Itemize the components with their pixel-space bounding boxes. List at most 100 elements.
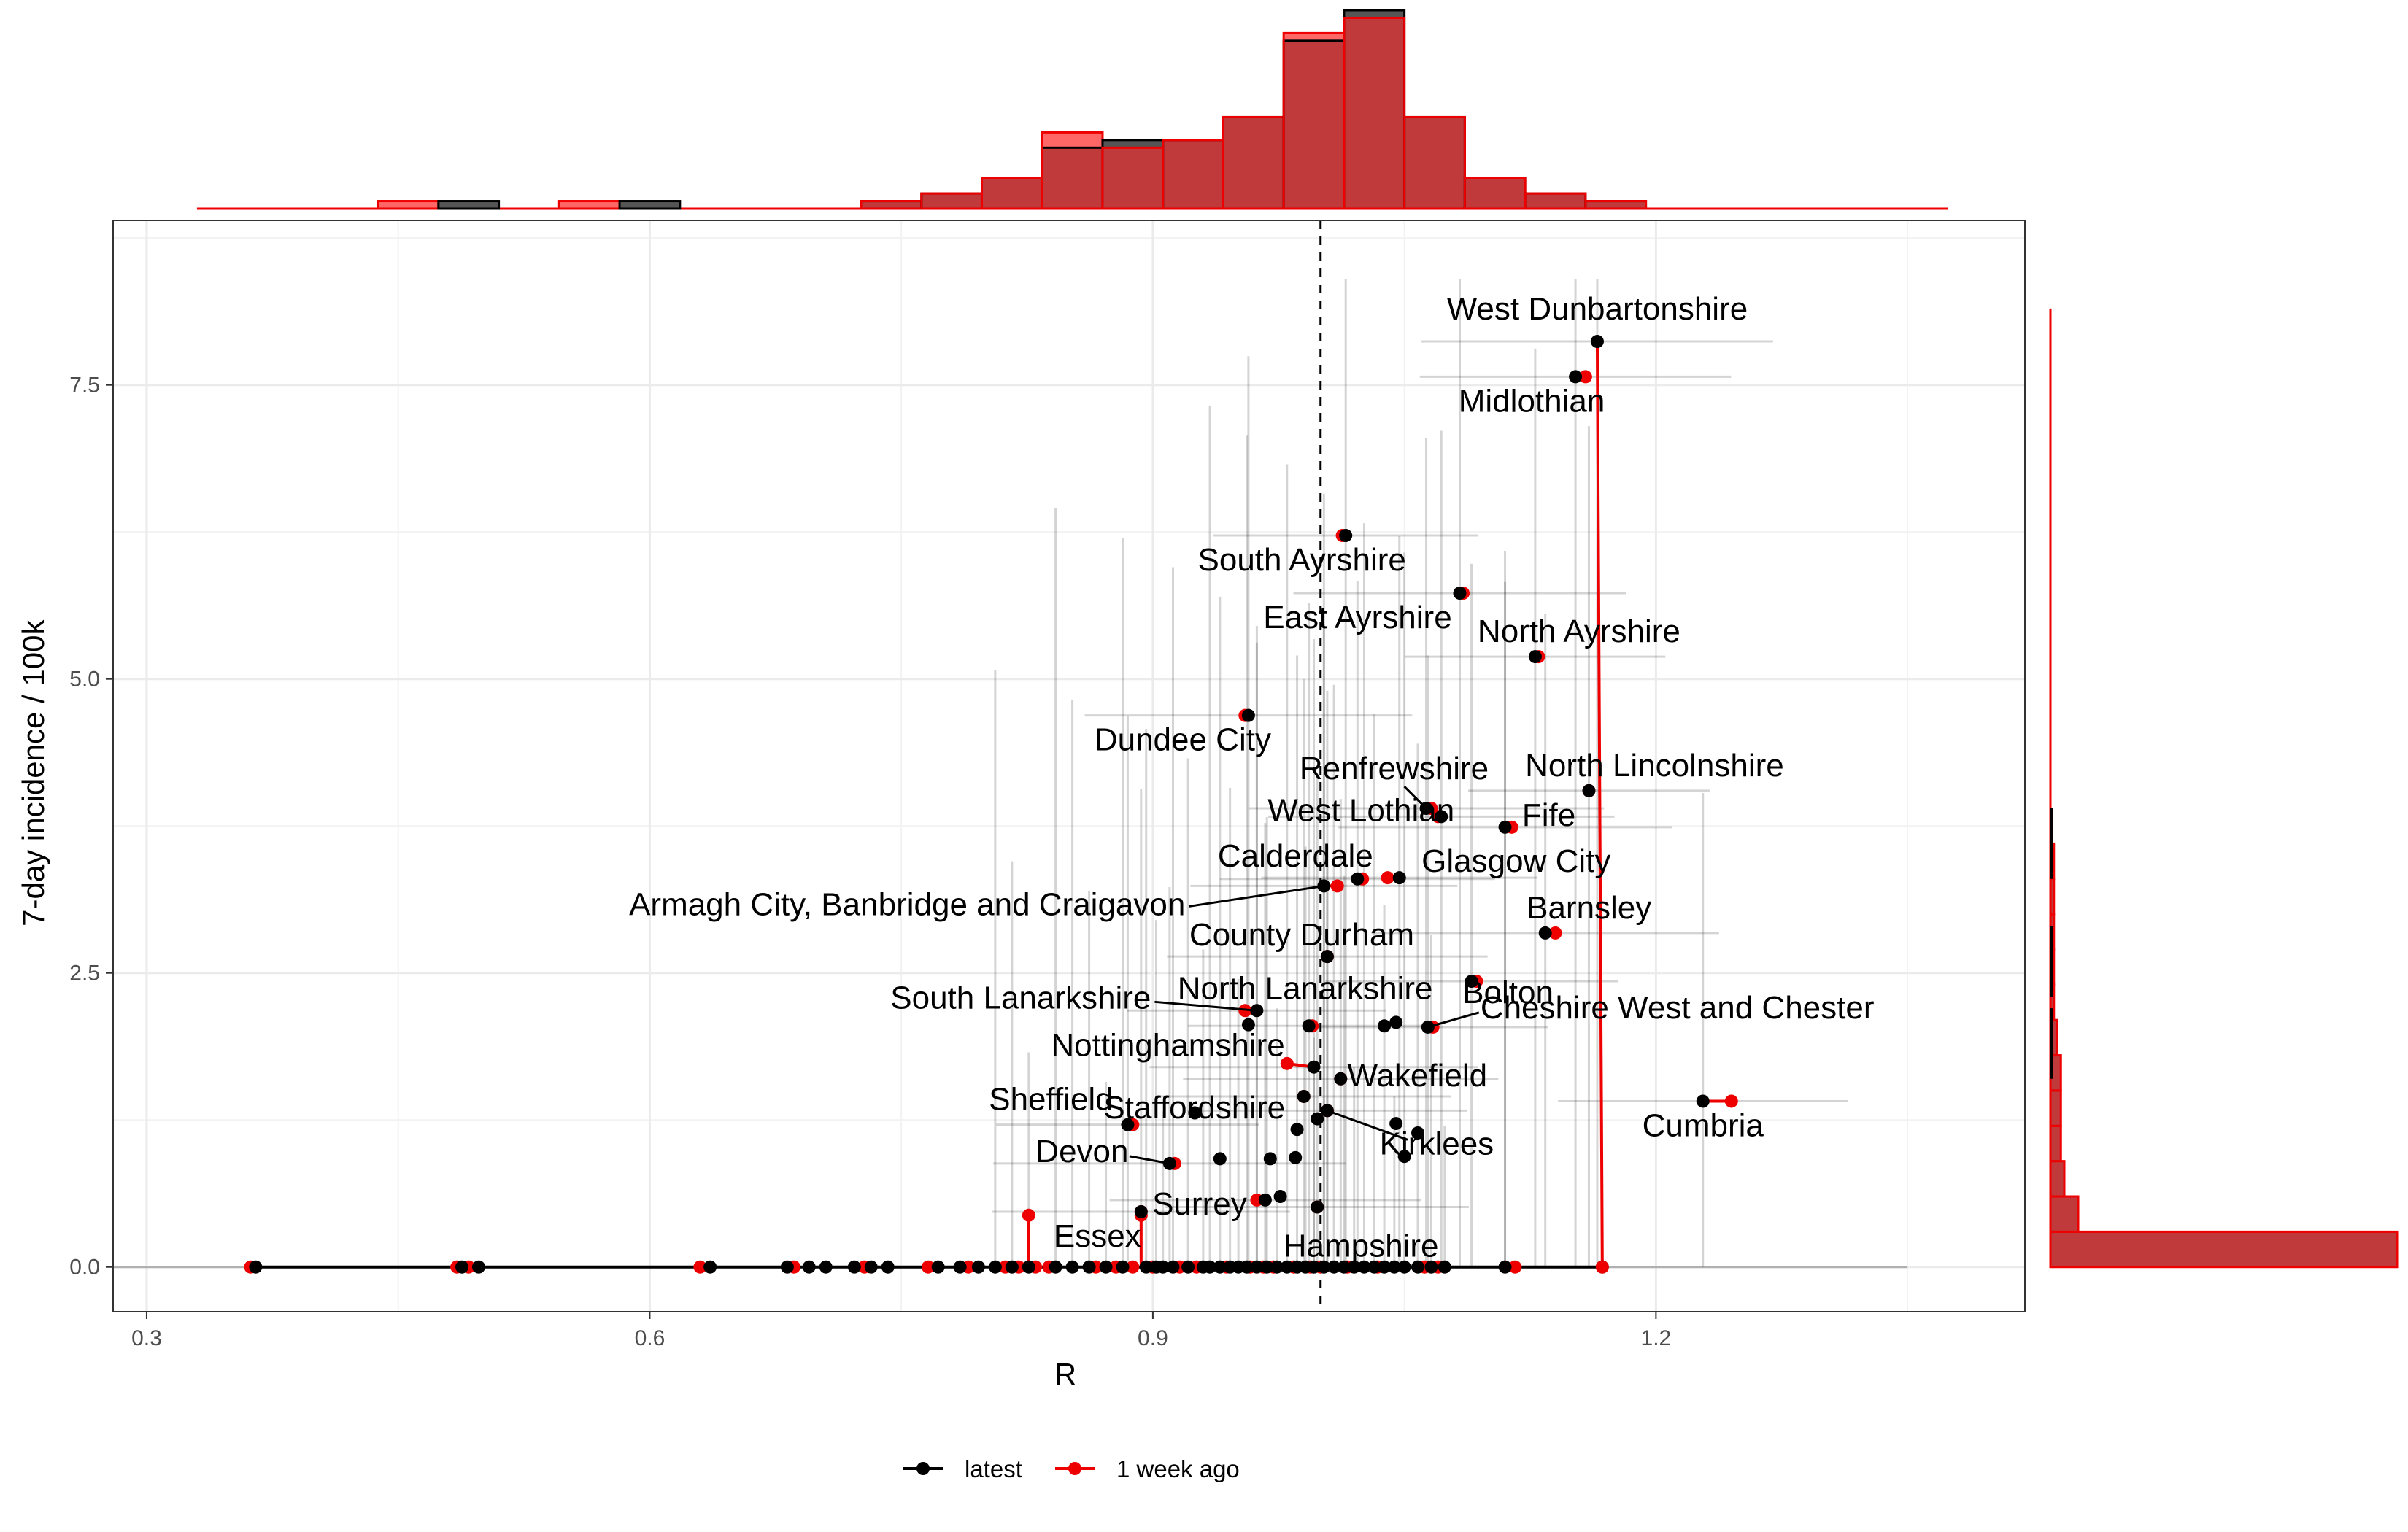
- latest-point: [1498, 820, 1512, 834]
- right-marginal-histogram: [2049, 308, 2399, 1269]
- histogram-bar-latest-outline: [437, 200, 501, 210]
- axes: R 7-day incidence / 100k 0.3 0.6 0.9 1.2 0.0…: [16, 374, 1671, 1391]
- point-label: Essex: [1054, 1218, 1141, 1254]
- latest-point: [1435, 810, 1448, 824]
- histogram-bar-overlap: [1042, 147, 1103, 209]
- latest-point: [1065, 1260, 1079, 1274]
- latest-point: [1290, 1123, 1304, 1137]
- panel-border: [112, 220, 2026, 1312]
- latest-point: [1317, 1260, 1331, 1274]
- latest-point: [1392, 871, 1406, 885]
- point-label: South Lanarkshire: [890, 980, 1151, 1015]
- histogram-bar: [2049, 1195, 2080, 1233]
- top-marginal-histogram: [196, 9, 1948, 210]
- plot-panel: West Dunbartonshire Midlothian South Ayrsh…: [112, 220, 2026, 1312]
- week-ago-point: [1330, 879, 1344, 893]
- week-ago-point: [1548, 926, 1562, 940]
- histogram-bar-excess: [378, 201, 439, 209]
- data-points: [244, 335, 1738, 1274]
- label-leader-line: [1327, 1109, 1408, 1141]
- legend-key-week-ago-dot: [1068, 1462, 1081, 1475]
- latest-point: [1465, 975, 1478, 989]
- latest-point: [1389, 1015, 1403, 1029]
- histogram-bar: [2049, 1124, 2062, 1163]
- latest-point: [1203, 1260, 1217, 1274]
- latest-point: [1569, 370, 1583, 384]
- point-label: Kirklees: [1380, 1126, 1494, 1161]
- latest-point: [1397, 1150, 1411, 1164]
- latest-point: [953, 1260, 967, 1274]
- histogram-bar-excess: [1102, 139, 1163, 148]
- legend-label-week-ago: 1 week ago: [1116, 1455, 1240, 1482]
- latest-point: [455, 1260, 469, 1274]
- latest-point: [1302, 1019, 1316, 1033]
- latest-point: [881, 1260, 895, 1274]
- x-tick-label: 1.2: [1641, 1326, 1672, 1350]
- latest-point: [1389, 1117, 1403, 1131]
- latest-point: [1188, 1106, 1202, 1120]
- legend-key-latest-dot: [916, 1462, 930, 1475]
- point-label: Surrey: [1152, 1186, 1247, 1222]
- histogram-bar-excess: [620, 201, 680, 209]
- histogram-bar-overlap: [1525, 193, 1586, 209]
- point-label: Bolton: [1462, 975, 1554, 1010]
- histogram-bar-overlap: [1284, 40, 1344, 209]
- y-axis-title: 7-day incidence / 100k: [16, 619, 50, 926]
- latest-point: [1005, 1260, 1019, 1274]
- latest-point: [1411, 1126, 1425, 1140]
- latest-point: [780, 1260, 794, 1274]
- latest-point: [1411, 1260, 1425, 1274]
- histogram-bar-overlap: [981, 178, 1043, 209]
- point-label: Midlothian: [1459, 383, 1605, 419]
- latest-point: [1590, 335, 1604, 349]
- point-label: North Ayrshire: [1478, 614, 1680, 649]
- x-tick-label: 0.3: [131, 1326, 162, 1350]
- latest-point: [1311, 1200, 1324, 1214]
- week-ago-point: [1126, 1260, 1140, 1274]
- week-ago-point: [1508, 1260, 1522, 1274]
- point-label: Sheffield: [989, 1082, 1113, 1118]
- latest-point: [1334, 1072, 1348, 1086]
- histogram-bar-week-outline: [1584, 200, 1648, 210]
- latest-point: [1082, 1260, 1096, 1274]
- point-label: Wakefield: [1348, 1058, 1488, 1094]
- week-ago-point: [1724, 1094, 1738, 1108]
- latest-point: [472, 1260, 486, 1274]
- week-ago-point: [921, 1260, 935, 1274]
- latest-point: [1397, 1260, 1411, 1274]
- histogram-bar-overlap: [1404, 117, 1465, 209]
- histogram-bar-overlap: [1585, 201, 1646, 209]
- latest-point: [1049, 1260, 1062, 1274]
- latest-point: [1378, 1019, 1392, 1033]
- histogram-bar: [2049, 1160, 2066, 1198]
- point-label: West Lothian: [1267, 792, 1454, 828]
- latest-point: [1289, 1150, 1303, 1164]
- histogram-bar-overlap: [1223, 117, 1284, 209]
- point-label: County Durham: [1189, 917, 1414, 953]
- latest-point: [1357, 1260, 1371, 1274]
- latest-point: [1166, 1260, 1180, 1274]
- latest-point: [1307, 1260, 1321, 1274]
- latest-point: [1258, 1193, 1272, 1207]
- latest-point: [1280, 1260, 1294, 1274]
- histogram-bar-excess: [1343, 10, 1405, 18]
- week-ago-point: [693, 1260, 707, 1274]
- latest-point: [819, 1260, 833, 1274]
- histogram-bar: [2049, 1089, 2062, 1127]
- latest-point: [1241, 708, 1255, 722]
- latest-point: [1320, 950, 1334, 964]
- latest-point: [1134, 1204, 1148, 1218]
- latest-point: [1311, 1112, 1324, 1126]
- latest-point: [1270, 1260, 1284, 1274]
- histogram-bar-overlap: [1343, 18, 1405, 209]
- latest-point: [1181, 1260, 1195, 1274]
- histogram-bar-overlap: [1162, 139, 1224, 209]
- change-segment: [1595, 341, 1604, 1267]
- latest-point: [1582, 784, 1596, 797]
- latest-point: [1337, 1260, 1351, 1274]
- point-labels: West Dunbartonshire Midlothian South Ayrsh…: [629, 291, 1874, 1264]
- point-label: Armagh City, Banbridge and Craigavon: [629, 886, 1185, 922]
- latest-point: [1241, 1018, 1255, 1032]
